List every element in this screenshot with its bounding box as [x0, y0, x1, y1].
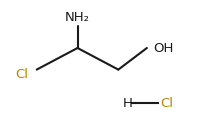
Text: OH: OH: [153, 42, 173, 54]
Text: Cl: Cl: [16, 68, 29, 81]
Text: NH₂: NH₂: [65, 11, 90, 24]
Text: Cl: Cl: [160, 97, 173, 110]
Text: H: H: [122, 97, 132, 110]
